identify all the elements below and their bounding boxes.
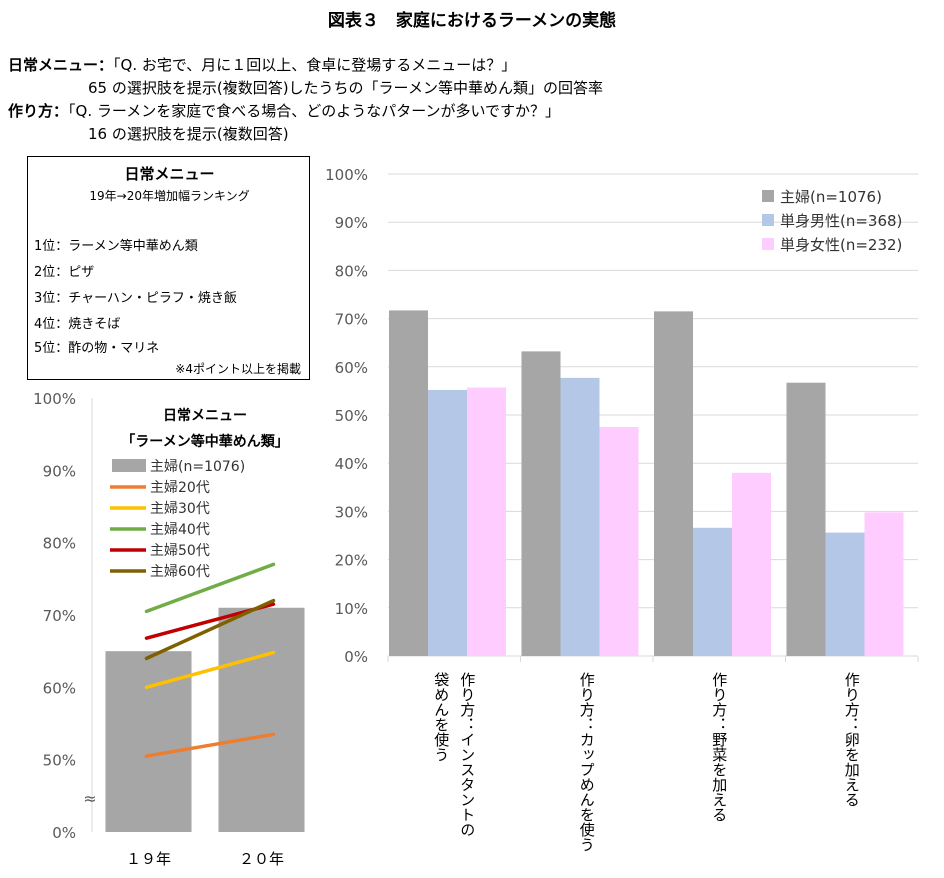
y-tick-label: 80% [43,535,76,553]
header-question-menu: 「Q. お宅で、月に１回以上、食卓に登場するメニューは？」 [113,56,517,74]
bar-shufu-3 [654,311,693,656]
header-label-menu: 日常メニュー： [8,56,114,74]
y-tick-label: 90% [43,462,76,480]
figure-title: 図表３ 家庭におけるラーメンの実態 [327,11,617,31]
bar-shufu-2 [521,351,561,656]
x-tick-label: 作り方：卵を加える [843,672,861,807]
legend-label: 主婦20代 [150,479,210,496]
header-line-1: 日常メニュー：「Q. お宅で、月に１回以上、食卓に登場するメニューは？」 [8,54,516,75]
y-tick-label: 0% [52,824,76,842]
ranking-title: 日常メニュー [124,165,215,183]
y-tick-label: 60% [335,359,368,377]
bar-shufu-1 [105,651,192,832]
bar-shufu-4 [786,382,826,656]
bar-shufu-2 [218,607,305,832]
header-label-cooking: 作り方： [8,102,69,120]
legend-label: 主婦(n=1076) [780,188,882,206]
header-line-3: 作り方：「Q. ラーメンを家庭で食べる場合、どのようなパターンが多いですか？」 [8,100,560,121]
chart-subtitle: 「ラーメン等中華めん類」 [121,433,288,450]
y-tick-label: 100% [325,166,368,184]
x-tick-label: 作り方：カップめんを使う [578,672,596,852]
y-tick-label: 30% [335,503,368,521]
ranking-item: 3位：チャーハン・ピラフ・焼き飯 [34,291,237,306]
x-tick-label: ２０年 [239,850,284,868]
y-tick-label: 40% [335,455,368,473]
legend-label: 単身女性(n=232) [780,236,902,254]
legend-label: 主婦60代 [150,563,210,580]
series-line-3 [144,562,276,614]
x-tick-label: 作り方：野菜を加える [710,672,728,822]
series-line-1 [144,732,276,758]
header-line-2: 65 の選択肢を提示(複数回答)したうちの「ラーメン等中華めん類」の回答率 [88,79,603,97]
ranking-box: 日常メニュー 19年→20年増加幅ランキング 1位：ラーメン等中華めん類 2位：… [27,156,310,380]
x-tick-label: 作り方：インスタントの [458,672,476,837]
y-tick-label: 0% [344,648,368,666]
bar-shufu-1 [389,310,428,656]
x-tick-label: 袋めんを使う [432,672,450,762]
y-tick-label: 70% [335,311,368,329]
legend-swatch [762,238,774,250]
y-tick-label: 70% [43,607,76,625]
header-line-4: 16 の選択肢を提示(複数回答) [88,125,289,143]
series-line-5 [144,598,276,661]
x-tick-label: １９年 [126,850,171,868]
bar-female-2 [599,427,639,656]
ranking-item: 5位：酢の物・マリネ [34,341,160,356]
bar-female-1 [467,387,506,656]
bar-male-1 [428,389,467,656]
y-tick-label: 50% [43,752,76,770]
y-tick-label: 60% [43,679,76,697]
bar-male-2 [560,377,600,656]
legend-label: 主婦(n=1076) [150,458,245,475]
legend-swatch [112,459,146,472]
bar-female-4 [864,512,904,656]
y-tick-label: 90% [335,214,368,232]
legend-label: 主婦30代 [150,500,210,517]
y-tick-label: 100% [33,390,76,408]
ranking-subtitle: 19年→20年増加幅ランキング [89,189,250,203]
y-tick-label: 10% [335,600,368,618]
bar-male-4 [825,532,865,656]
header-question-cooking: 「Q. ラーメンを家庭で食べる場合、どのようなパターンが多いですか？」 [68,102,561,120]
y-tick-label: 20% [335,552,368,570]
series-line-2 [144,650,276,690]
ranking-item: 1位：ラーメン等中華めん類 [34,239,198,254]
ranking-item: 4位：焼きそば [34,317,121,332]
bar-female-3 [732,472,771,656]
chart-title: 日常メニュー [163,407,247,424]
bar-male-3 [693,527,732,656]
ranking-item: 2位：ピザ [34,265,95,280]
legend-label: 単身男性(n=368) [780,212,902,230]
y-tick-label: 50% [335,407,368,425]
ranking-note: ※4ポイント以上を掲載 [175,362,301,376]
axis-break-mark: ≈ [83,789,96,808]
legend-swatch [762,214,774,226]
y-tick-label: 80% [335,262,368,280]
legend-swatch [762,190,774,202]
legend-label: 主婦50代 [150,542,210,559]
legend-label: 主婦40代 [150,521,210,538]
